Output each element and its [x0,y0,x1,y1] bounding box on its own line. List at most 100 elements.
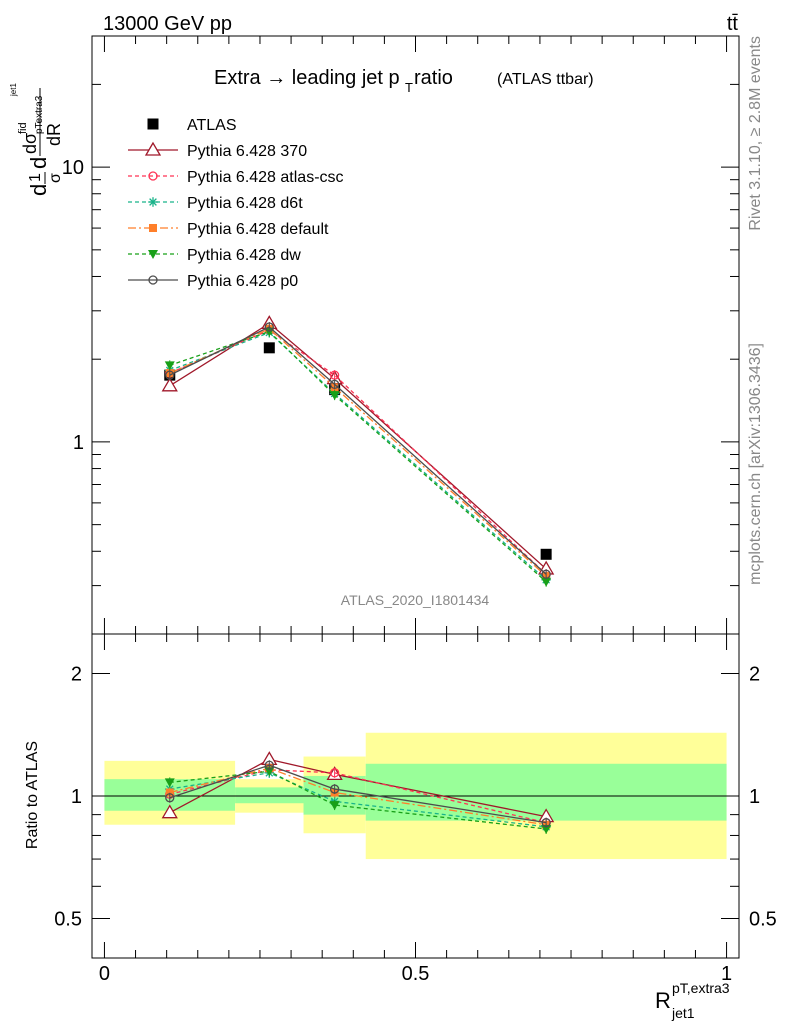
legend-label: Pythia 6.428 dw [187,247,301,264]
ratio-x-tick-label: 0 [99,963,110,985]
main-y-axis-label: d 1 σ d dσ fid pTextra3 dR jet1 [9,83,64,196]
svg-text:pT,extra3: pT,extra3 [672,980,730,996]
analysis-tag: ATLAS_2020_I1801434 [341,592,490,608]
ratio-point [264,767,275,777]
main-plot-area [92,36,739,634]
main-point [161,377,178,392]
main-series-line [169,326,547,575]
ratio-series-group [161,751,555,834]
legend-marker [148,171,158,181]
legend-item: ATLAS [147,117,237,134]
ratio-point [165,793,175,803]
legend-marker [148,275,158,285]
main-series-pythia-6-428-dw [164,326,552,587]
legend-item: Pythia 6.428 d6t [128,195,303,212]
legend-item: Pythia 6.428 370 [128,141,307,160]
x-axis-label: R pT,extra3 jet1 [655,980,730,1021]
svg-text:d: d [26,184,51,196]
main-point [540,548,552,560]
main-y-tick-label: 10 [62,157,84,179]
legend-marker [144,141,162,156]
ratio-x-tick-label: 0.5 [402,963,430,985]
legend-label: Pythia 6.428 d6t [187,195,303,212]
main-point [329,370,340,380]
ratio-point [329,801,340,811]
chart-title: Extra → leading jet p T ratio (ATLAS ttb… [214,67,594,95]
legend-marker [148,250,158,259]
legend-label: Pythia 6.428 370 [187,143,307,160]
ratio-y-axis-label: Ratio to ATLAS [24,741,41,849]
svg-text:dσ: dσ [20,133,40,154]
ratio-axis-ticks: 0.5 0.5 1 1 2 2 0 0.5 1 [54,634,777,985]
ratio-point [264,760,274,770]
main-point [329,379,340,389]
legend-label: ATLAS [187,117,237,134]
legend-marker [149,224,157,232]
legend-item: Pythia 6.428 p0 [128,273,298,290]
legend-item: Pythia 6.428 dw [128,247,301,264]
legend-marker [148,197,158,207]
ratio-series-line [169,758,547,818]
svg-text:T: T [405,80,413,95]
legend-label: Pythia 6.428 p0 [187,273,298,290]
svg-text:jet1: jet1 [671,1005,695,1021]
main-point [264,322,274,332]
svg-text:ratio: ratio [414,67,453,89]
legend-label: Pythia 6.428 default [187,221,329,238]
svg-text:fid: fid [17,122,29,134]
energy-label: 13000 GeV pp [103,13,232,35]
main-point [263,342,275,354]
ratio-y-tick-label-right: 0.5 [749,909,777,931]
main-series-pythia-6-428-p0 [165,321,551,580]
svg-text:σ: σ [47,173,64,183]
svg-text:Extra → leading jet p: Extra → leading jet p [214,67,400,89]
svg-text:jet1: jet1 [9,83,18,97]
svg-text:1: 1 [27,173,44,182]
ratio-point [165,788,174,797]
ratio-series-line [169,767,547,826]
ratio-point [164,778,175,788]
legend: ATLAS Pythia 6.428 370 Pythia 6.428 atlas-… [128,117,344,290]
main-point [329,391,340,401]
main-series-line [169,322,547,570]
svg-text:dR: dR [44,123,64,146]
main-series-line [169,330,547,583]
legend-item: Pythia 6.428 default [128,221,329,238]
main-axis-ticks: 1 10 [62,35,739,635]
ratio-y-tick-label-right: 2 [749,663,760,685]
ratio-point [541,818,551,828]
main-series-group [161,315,555,587]
ratio-x-tick-label: 1 [721,963,732,985]
svg-text:d: d [26,157,51,169]
ratio-series-pythia-6-428-p0 [165,760,551,828]
ratio-point [541,824,552,834]
ratio-y-tick-label-left: 0.5 [54,909,82,931]
ratio-panel: 0.5 0.5 1 1 2 2 0 0.5 1 [54,633,777,985]
ratio-series-line [169,764,547,824]
ratio-frame [91,633,740,959]
main-point [541,577,552,587]
ratio-point [329,784,340,794]
main-y-tick-label: 1 [73,432,84,454]
svg-text:R: R [655,988,671,1013]
main-point [165,370,175,380]
ratio-point [329,768,340,778]
ratio-point [161,804,178,819]
ratio-series-line [169,770,547,830]
legend-label: Pythia 6.428 atlas-csc [187,169,344,186]
process-label: tt̄ [727,13,739,35]
main-point [164,361,175,371]
main-point [541,569,551,579]
inner-uncertainty-band [235,787,304,804]
ratio-y-tick-label-left: 1 [71,786,82,808]
ratio-y-tick-label-right: 1 [749,786,760,808]
main-series-line [169,331,547,581]
main-panel: 1 10 Extra → leading jet p T ratio (ATLAS… [62,35,740,635]
ratio-y-tick-label-left: 2 [71,663,82,685]
main-series-line [169,329,547,575]
legend-marker [147,118,159,130]
mcplots-label: mcplots.cern.ch [arXiv:1306.3436] [747,343,764,585]
svg-text:(ATLAS ttbar): (ATLAS ttbar) [497,71,594,88]
legend-item: Pythia 6.428 atlas-csc [128,169,344,186]
